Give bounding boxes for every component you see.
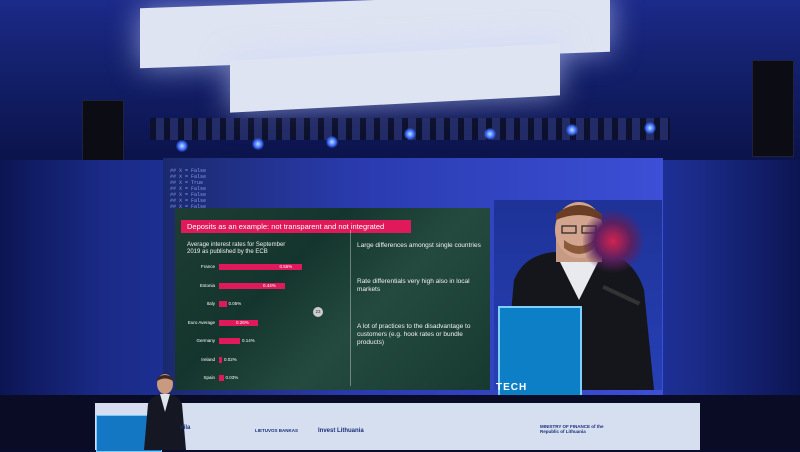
stage-light	[404, 128, 416, 140]
bar	[219, 375, 224, 381]
bar-value-label: 0.55%	[279, 264, 293, 269]
chart-heading-line: 2019 as published by the ECB	[187, 249, 268, 255]
bar	[219, 282, 285, 289]
sponsor-logo: nila	[180, 425, 191, 431]
page-number: 23	[313, 307, 323, 317]
bar-category-label: Euro Average	[187, 319, 215, 325]
stage-light	[644, 122, 656, 134]
sponsor-logo: LIETUVOS BANKAS	[255, 428, 299, 433]
lectern	[498, 306, 582, 404]
presenter	[144, 374, 186, 450]
bar-category-label: Ireland	[201, 356, 215, 362]
bar-chart: France 0.55% Estonia 0.44% Italy 0.05% Euro Av…	[175, 208, 350, 390]
bar-value-label: 0.02%	[224, 356, 237, 362]
bar-value-label: 0.44%	[263, 282, 276, 288]
bar-category-label: Estonia	[199, 282, 215, 288]
sponsor-banner	[95, 403, 700, 450]
stage-light	[484, 128, 496, 140]
chart-heading-line: Average interest rates for September	[187, 242, 286, 248]
bar-value-label: 0.03%	[225, 375, 239, 380]
sponsor-logo: MINISTRY OF FINANCE of the Republic of L…	[540, 424, 604, 434]
bar	[219, 301, 227, 307]
sponsor-logo: Invest Lithuania	[318, 428, 364, 434]
stage-light	[176, 140, 188, 152]
bar-value-label: 0.14%	[242, 338, 255, 343]
bar-value-label: 0.05%	[228, 301, 242, 306]
bar-category-label: Spain	[203, 375, 215, 380]
bar-category-label: France	[200, 264, 215, 269]
bar	[219, 338, 240, 344]
bar	[219, 264, 302, 270]
slide-divider	[350, 230, 351, 386]
stage-light	[252, 138, 264, 150]
slide-bullet: Large differences amongst single countri…	[357, 242, 481, 249]
logo-glow	[583, 206, 643, 276]
presentation-slide: Deposits as an example: not transparent …	[175, 208, 490, 390]
code-overlay-decoration: ## X = False ## X = False ## X = True ##…	[170, 168, 207, 210]
bar-value-label: 0.26%	[236, 319, 249, 325]
bar-category-label: Germany	[196, 338, 215, 343]
bar	[219, 319, 258, 326]
bar-category-label: Italy	[206, 301, 215, 306]
stage-light	[566, 124, 578, 136]
speaker-cabinet	[752, 60, 794, 157]
camera-screen-text: TECH	[496, 382, 528, 393]
chart-heading: Average interest rates for September 201…	[187, 242, 285, 256]
slide-title: Deposits as an example: not transparent …	[181, 220, 411, 233]
stage-light	[326, 136, 338, 148]
slide-bullet: A lot of practices to the disadvantage t…	[357, 323, 471, 346]
bar	[219, 356, 222, 363]
slide-bullet: Rate differentials very high also in loc…	[357, 278, 470, 293]
